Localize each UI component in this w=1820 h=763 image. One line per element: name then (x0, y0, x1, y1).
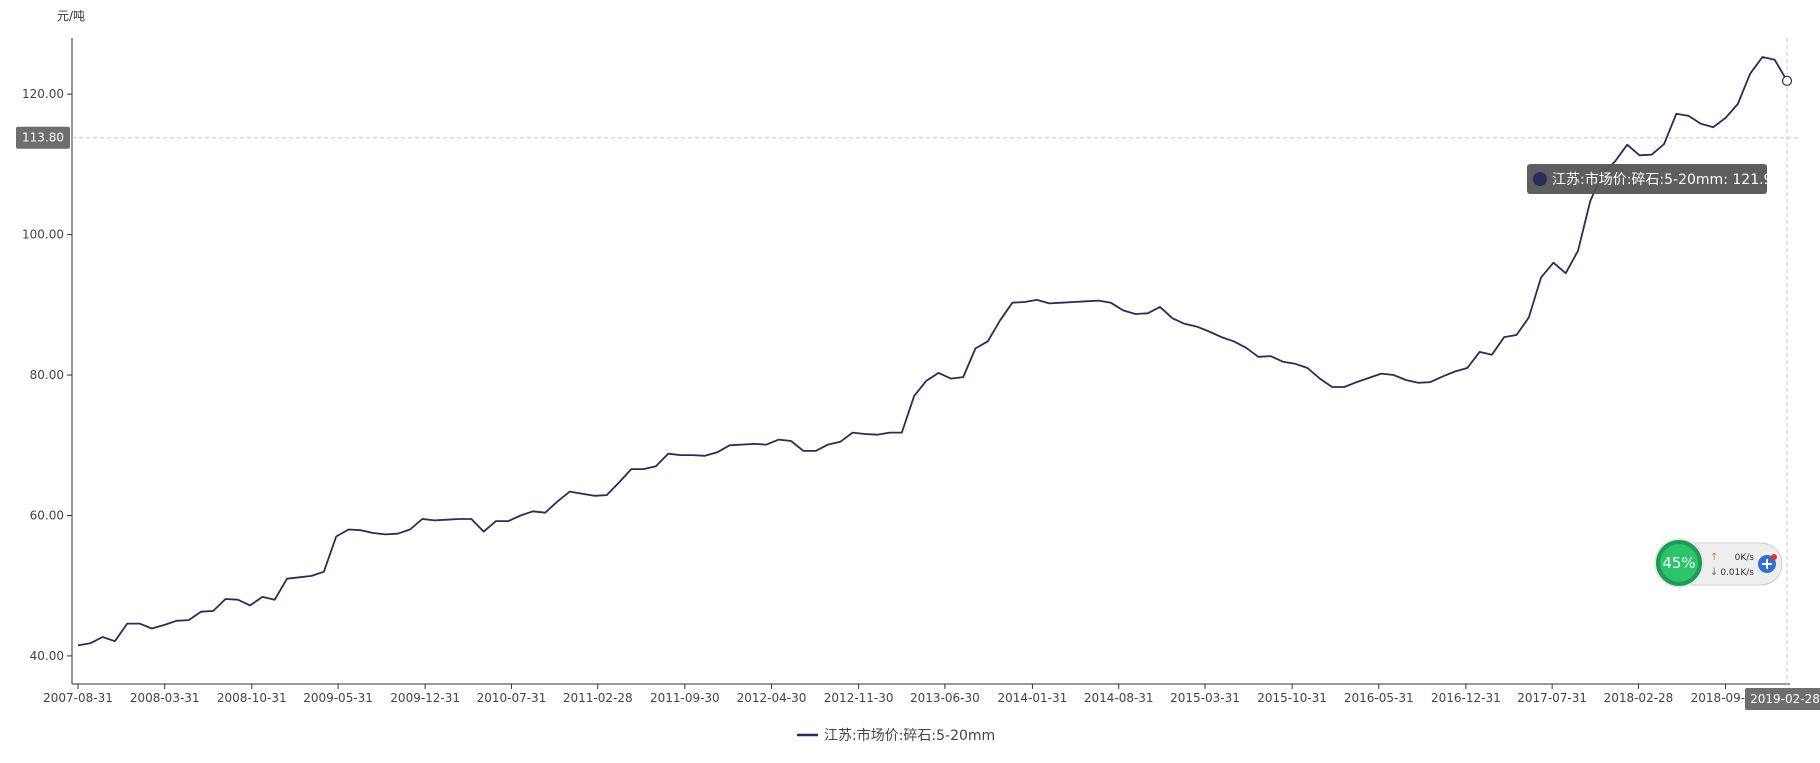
x-tick-label: 2015-03-31 (1170, 691, 1240, 705)
series-group (77, 56, 1793, 647)
svg-text:江苏:市场价:碎石:5-20mm: 121.9: 江苏:市场价:碎石:5-20mm: 121.9 (1552, 171, 1772, 188)
x-tick-label: 2016-12-31 (1431, 691, 1501, 705)
x-tick-label: 2014-01-31 (998, 691, 1068, 705)
y-axis-ticks: 40.00 60.00 80.00 100.00 120.00 (22, 87, 72, 663)
highlighted-point[interactable] (1781, 75, 1793, 86)
x-axis-ticks: 2007-08-31 2008-03-31 2008-10-31 2009-05-31… (43, 684, 1760, 705)
x-tick-label: 2018-09-30 (1691, 691, 1761, 705)
crosshair-y-label: 113.80 (16, 126, 70, 149)
x-tick-label: 2009-12-31 (390, 691, 460, 705)
tooltip: 江苏:市场价:碎石:5-20mm: 121.9 (1527, 164, 1772, 194)
y-unit-label: 元/吨 (57, 9, 85, 23)
upload-speed: 0K/s (1735, 553, 1755, 563)
x-tick-label: 2017-07-31 (1517, 691, 1587, 705)
y-tick-label: 100.00 (22, 228, 64, 242)
download-speed: 0.01K/s (1720, 568, 1754, 578)
x-tick-label: 2009-05-31 (303, 691, 373, 705)
crosshair-x-label: 2019-02-28 (1745, 688, 1820, 710)
tooltip-series-marker (1533, 172, 1547, 186)
crosshair-y-value: 113.80 (22, 131, 64, 145)
y-tick-label: 60.00 (30, 508, 64, 522)
x-tick-label: 2014-08-31 (1084, 691, 1154, 705)
x-tick-label: 2011-09-30 (650, 691, 720, 705)
y-tick-label: 120.00 (22, 87, 64, 101)
usage-percent: 45% (1662, 554, 1695, 572)
network-speed-widget[interactable]: 45% ↑ 0K/s ↓ 0.01K/s (1654, 538, 1783, 588)
y-tick-label: 80.00 (30, 368, 64, 382)
notification-dot-icon (1771, 554, 1777, 560)
x-tick-label: 2010-07-31 (477, 691, 547, 705)
add-button[interactable] (1758, 554, 1777, 573)
legend-label: 江苏:市场价:碎石:5-20mm (824, 727, 995, 744)
x-tick-label: 2018-02-28 (1604, 691, 1674, 705)
x-tick-label: 2012-11-30 (824, 691, 894, 705)
x-tick-label: 2016-05-31 (1344, 691, 1414, 705)
x-tick-label: 2008-03-31 (130, 691, 200, 705)
tooltip-series-name: 江苏:市场价:碎石:5-20mm (1552, 171, 1723, 188)
series-line (77, 56, 1788, 647)
download-arrow-icon: ↓ (1710, 567, 1718, 578)
crosshair-x-value: 2019-02-28 (1750, 692, 1820, 706)
x-tick-label: 2012-04-30 (737, 691, 807, 705)
x-tick-label: 2011-02-28 (563, 691, 633, 705)
x-tick-label: 2013-06-30 (910, 691, 980, 705)
y-tick-label: 40.00 (30, 649, 64, 663)
tooltip-separator: : (1723, 172, 1732, 188)
x-tick-label: 2007-08-31 (43, 691, 113, 705)
upload-arrow-icon: ↑ (1710, 552, 1718, 563)
tooltip-value: 121.9 (1732, 172, 1772, 188)
legend[interactable]: 江苏:市场价:碎石:5-20mm (797, 727, 995, 744)
x-tick-label: 2008-10-31 (217, 691, 287, 705)
x-tick-label: 2015-10-31 (1257, 691, 1327, 705)
